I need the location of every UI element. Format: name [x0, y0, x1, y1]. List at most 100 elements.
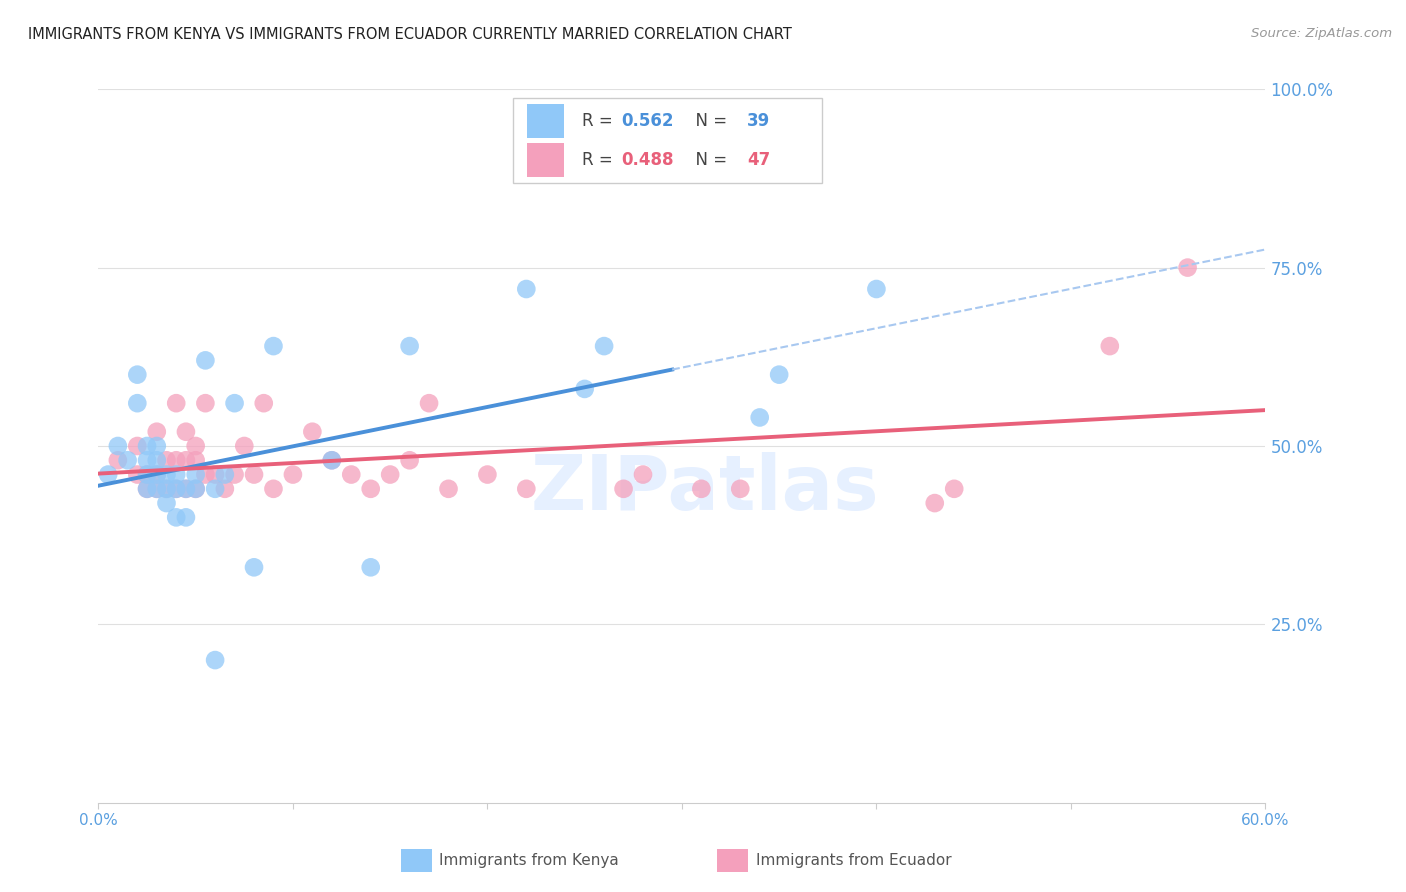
Point	[107, 453, 129, 467]
Point	[165, 482, 187, 496]
Point	[194, 353, 217, 368]
Point	[360, 560, 382, 574]
Point	[97, 467, 120, 482]
Point	[184, 453, 207, 467]
Point	[243, 467, 266, 482]
Point	[146, 467, 169, 482]
Point	[174, 482, 197, 496]
Point	[437, 482, 460, 496]
Point	[281, 467, 304, 482]
Point	[136, 453, 159, 467]
Point	[865, 282, 887, 296]
Point	[136, 482, 159, 496]
Point	[155, 467, 177, 482]
Point	[136, 482, 159, 496]
Point	[321, 453, 343, 467]
Point	[574, 382, 596, 396]
Point	[146, 425, 169, 439]
Point	[243, 560, 266, 574]
Point	[204, 653, 226, 667]
Text: R =: R =	[582, 152, 617, 169]
Point	[136, 467, 159, 482]
Point	[515, 482, 537, 496]
Text: 39: 39	[747, 112, 770, 130]
Point	[253, 396, 276, 410]
Point	[174, 510, 197, 524]
Text: IMMIGRANTS FROM KENYA VS IMMIGRANTS FROM ECUADOR CURRENTLY MARRIED CORRELATION C: IMMIGRANTS FROM KENYA VS IMMIGRANTS FROM…	[28, 27, 792, 42]
Point	[204, 467, 226, 482]
Point	[184, 467, 207, 482]
Text: 0.488: 0.488	[621, 152, 673, 169]
Point	[127, 467, 149, 482]
Text: Immigrants from Kenya: Immigrants from Kenya	[439, 854, 619, 868]
Point	[214, 467, 236, 482]
Point	[174, 453, 197, 467]
Text: Source: ZipAtlas.com: Source: ZipAtlas.com	[1251, 27, 1392, 40]
Point	[301, 425, 323, 439]
Point	[117, 453, 139, 467]
Point	[1098, 339, 1121, 353]
Point	[418, 396, 440, 410]
Point	[155, 482, 177, 496]
FancyBboxPatch shape	[513, 98, 823, 184]
Point	[1177, 260, 1199, 275]
Point	[127, 439, 149, 453]
Point	[165, 453, 187, 467]
FancyBboxPatch shape	[527, 103, 564, 138]
Point	[194, 467, 217, 482]
Point	[165, 396, 187, 410]
Point	[146, 467, 169, 482]
FancyBboxPatch shape	[527, 143, 564, 178]
Point	[174, 482, 197, 496]
Point	[360, 482, 382, 496]
Point	[748, 410, 770, 425]
Point	[730, 482, 752, 496]
Point	[321, 453, 343, 467]
Point	[146, 439, 169, 453]
Point	[613, 482, 636, 496]
Point	[146, 482, 169, 496]
Point	[768, 368, 790, 382]
Point	[107, 439, 129, 453]
Point	[262, 339, 284, 353]
Point	[165, 482, 187, 496]
Point	[233, 439, 256, 453]
Point	[155, 453, 177, 467]
Text: R =: R =	[582, 112, 617, 130]
Text: N =: N =	[685, 152, 733, 169]
Point	[184, 439, 207, 453]
Text: Immigrants from Ecuador: Immigrants from Ecuador	[756, 854, 952, 868]
Point	[477, 467, 499, 482]
Text: 0.562: 0.562	[621, 112, 673, 130]
Point	[398, 453, 420, 467]
Point	[155, 482, 177, 496]
Point	[136, 439, 159, 453]
Text: N =: N =	[685, 112, 733, 130]
Point	[155, 496, 177, 510]
Point	[380, 467, 402, 482]
Point	[398, 339, 420, 353]
Text: 47: 47	[747, 152, 770, 169]
Point	[515, 282, 537, 296]
Point	[593, 339, 616, 353]
Point	[127, 396, 149, 410]
Point	[943, 482, 966, 496]
Point	[224, 467, 246, 482]
Point	[165, 467, 187, 482]
Point	[340, 467, 363, 482]
Point	[924, 496, 946, 510]
Text: ZIPatlas: ZIPatlas	[531, 452, 880, 525]
Point	[165, 510, 187, 524]
Point	[136, 467, 159, 482]
Point	[204, 482, 226, 496]
Point	[184, 482, 207, 496]
Point	[146, 453, 169, 467]
Point	[214, 482, 236, 496]
Point	[127, 368, 149, 382]
Point	[184, 482, 207, 496]
Point	[146, 482, 169, 496]
Point	[224, 396, 246, 410]
Point	[174, 425, 197, 439]
Point	[194, 396, 217, 410]
Point	[262, 482, 284, 496]
